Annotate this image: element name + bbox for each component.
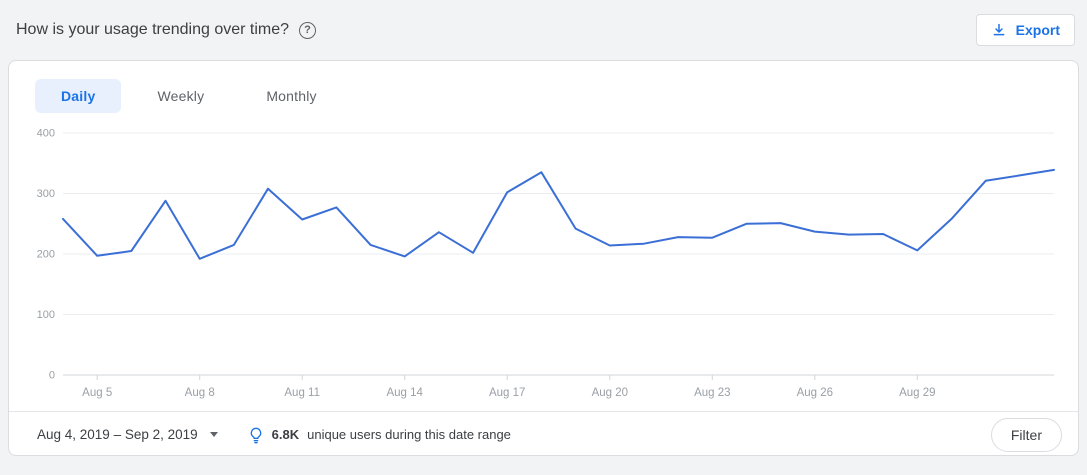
svg-text:Aug 5: Aug 5 bbox=[82, 387, 112, 399]
caret-down-icon bbox=[209, 432, 218, 437]
svg-text:Aug 17: Aug 17 bbox=[489, 387, 525, 399]
help-icon[interactable]: ? bbox=[299, 21, 317, 39]
card-footer: Aug 4, 2019 – Sep 2, 2019 6.8K unique us… bbox=[9, 411, 1078, 455]
chart-area: 0 100 200 300 400 Aug 5 Aug 8 Aug 11 Aug 14 Aug 1… bbox=[9, 117, 1078, 411]
svg-text:Aug 8: Aug 8 bbox=[185, 387, 215, 399]
svg-text:0: 0 bbox=[49, 370, 55, 382]
date-range-selector[interactable]: Aug 4, 2019 – Sep 2, 2019 bbox=[37, 427, 218, 442]
insight-value: 6.8K bbox=[271, 427, 300, 442]
svg-text:Aug 26: Aug 26 bbox=[797, 387, 833, 399]
svg-text:100: 100 bbox=[37, 309, 55, 321]
lightbulb-icon bbox=[248, 426, 264, 444]
page-header: How is your usage trending over time? ? … bbox=[0, 0, 1087, 60]
date-range-label: Aug 4, 2019 – Sep 2, 2019 bbox=[37, 427, 198, 442]
download-icon bbox=[991, 22, 1007, 38]
granularity-tabs: Daily Weekly Monthly bbox=[9, 61, 1078, 117]
svg-text:Aug 11: Aug 11 bbox=[284, 387, 320, 399]
svg-text:300: 300 bbox=[37, 188, 55, 200]
svg-text:400: 400 bbox=[37, 128, 55, 140]
title-group: How is your usage trending over time? ? bbox=[16, 21, 317, 39]
filter-button[interactable]: Filter bbox=[990, 417, 1062, 452]
tab-weekly[interactable]: Weekly bbox=[157, 88, 205, 104]
usage-line-chart: 0 100 200 300 400 Aug 5 Aug 8 Aug 11 Aug 14 Aug 1… bbox=[37, 128, 1055, 399]
tab-daily[interactable]: Daily bbox=[35, 79, 122, 113]
svg-text:Aug 29: Aug 29 bbox=[899, 387, 935, 399]
tab-monthly[interactable]: Monthly bbox=[266, 88, 317, 104]
page-title: How is your usage trending over time? bbox=[16, 21, 290, 38]
svg-text:200: 200 bbox=[37, 249, 55, 261]
insight: 6.8K unique users during this date range bbox=[248, 426, 511, 444]
export-button-label: Export bbox=[1015, 22, 1060, 38]
insight-text: unique users during this date range bbox=[307, 427, 511, 442]
export-button[interactable]: Export bbox=[975, 14, 1075, 46]
svg-text:Aug 14: Aug 14 bbox=[386, 387, 423, 399]
usage-card: Daily Weekly Monthly 0 100 200 300 400 Aug 5 A… bbox=[8, 60, 1079, 456]
svg-text:Aug 23: Aug 23 bbox=[694, 387, 730, 399]
svg-text:Aug 20: Aug 20 bbox=[592, 387, 628, 399]
